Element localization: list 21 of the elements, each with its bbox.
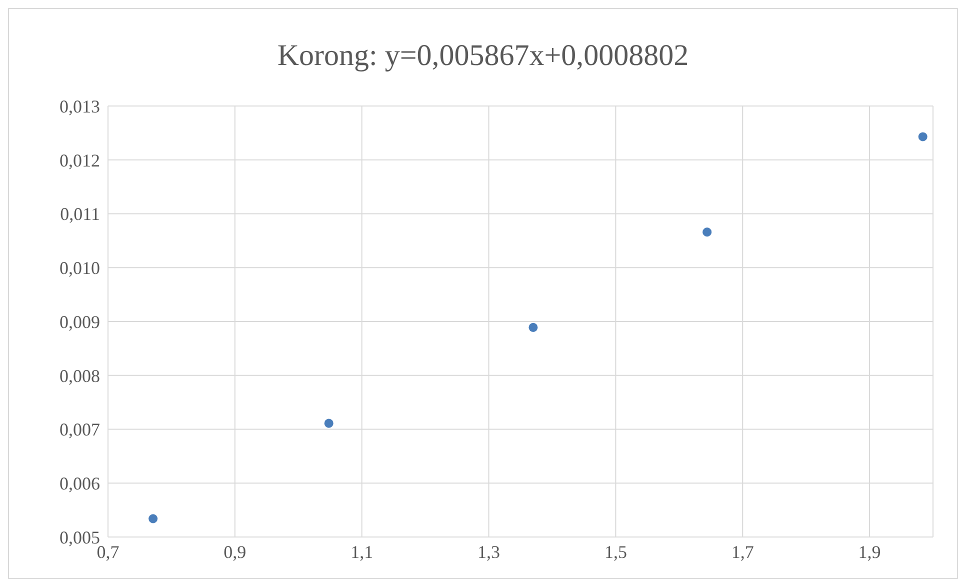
y-tick-label: 0,005 (60, 527, 100, 548)
x-tick-label: 1,7 (731, 542, 754, 562)
x-tick-label: 0,9 (224, 542, 246, 562)
point (918, 132, 928, 142)
y-tick-label: 0,007 (60, 420, 100, 440)
x-tick-label: 1,1 (350, 542, 374, 562)
x-tick-label: 1,5 (604, 542, 627, 562)
y-tick-label: 0,013 (60, 96, 100, 116)
y-tick-label: 0,011 (60, 204, 100, 224)
x-tick-label: 1,9 (858, 542, 881, 562)
point (324, 418, 334, 428)
y-tick-label: 0,009 (60, 312, 100, 332)
point (528, 322, 538, 332)
y-tick-label: 0,006 (60, 474, 100, 494)
x-tick-label: 1,3 (478, 542, 500, 562)
point (148, 514, 158, 524)
y-tick-label: 0,012 (60, 150, 100, 170)
point (702, 228, 712, 237)
y-tick-label: 0,010 (60, 258, 100, 278)
chart-title: Korong: y=0,005867x+0,0008802 (276, 38, 690, 74)
y-tick-label: 0,008 (60, 366, 100, 386)
